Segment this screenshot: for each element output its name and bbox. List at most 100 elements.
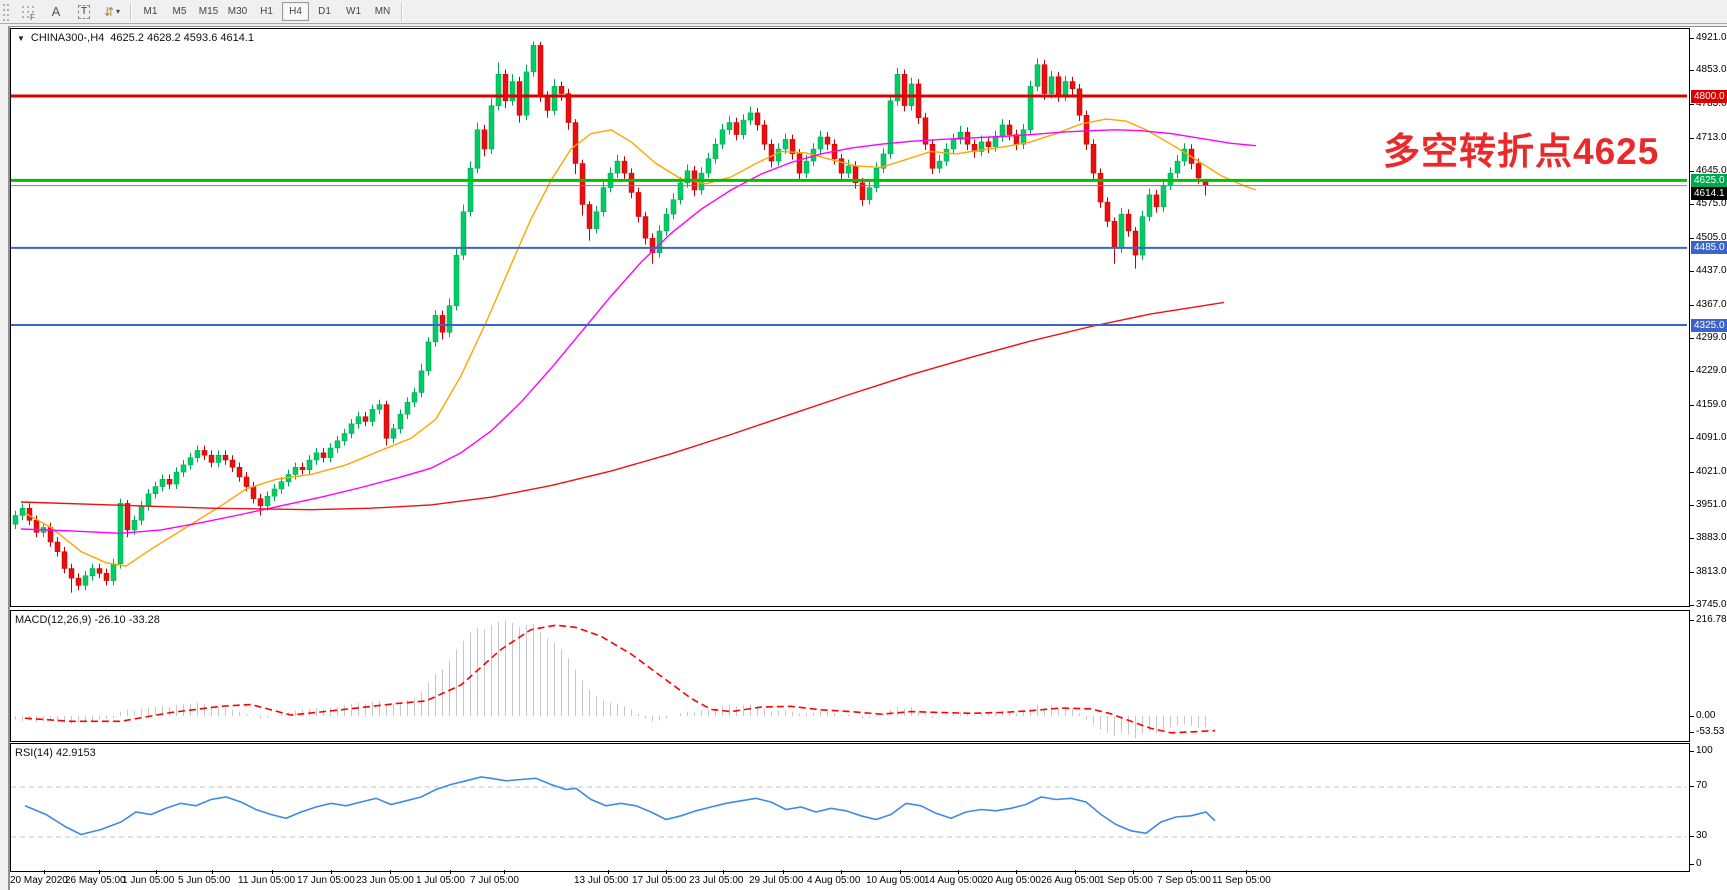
- price-tick-label: 4713.0: [1696, 131, 1727, 143]
- price-tick-mark: [1690, 37, 1694, 39]
- time-tick-label: 23 Jul 05:00: [689, 875, 744, 886]
- label-tool-button[interactable]: T: [71, 1, 97, 22]
- timeframe-M5[interactable]: M5: [172, 6, 187, 17]
- price-tick-label: 4921.0: [1696, 31, 1727, 43]
- price-tick-mark: [1690, 137, 1694, 139]
- price-tick-label: 3951.0: [1696, 499, 1727, 511]
- time-tick-mark: [1075, 870, 1076, 874]
- time-tick-label: 10 Aug 05:00: [866, 875, 925, 886]
- price-tick-mark: [1690, 716, 1694, 717]
- snap-grid-tool-button[interactable]: F: [15, 1, 41, 22]
- macd-label: MACD(12,26,9) -26.10 -33.28: [15, 614, 160, 626]
- time-tick-label: 26 May 05:00: [65, 875, 126, 886]
- ma-line-ma_fast[interactable]: [24, 118, 1257, 567]
- indicator-axis-label: 100: [1696, 745, 1713, 756]
- time-axis[interactable]: 20 May 2020 26 May 05:00 1 Jun 05:00 5 Jun …: [10, 870, 1690, 890]
- rsi-label: RSI(14) 42.9153: [15, 747, 96, 759]
- macd-signal-line: [24, 624, 1216, 734]
- timeframe-MN[interactable]: MN: [374, 6, 391, 17]
- time-tick-mark: [331, 870, 332, 874]
- price-tick-label: 4021.0: [1696, 465, 1727, 477]
- price-tick-mark: [1690, 337, 1694, 339]
- time-tick-label: 13 Jul 05:00: [574, 875, 629, 886]
- time-tick-mark: [1133, 870, 1134, 874]
- price-tick-mark: [1690, 786, 1694, 787]
- price-tick-label: 4575.0: [1696, 198, 1727, 210]
- timeframe-H1[interactable]: H1: [260, 6, 273, 17]
- price-badge-4800.0: 4800.0: [1691, 89, 1727, 103]
- timeframe-H4[interactable]: H4: [282, 2, 309, 21]
- time-tick-mark: [608, 870, 609, 874]
- price-badge-4625.0: 4625.0: [1691, 173, 1727, 187]
- time-tick-label: 23 Jun 05:00: [356, 875, 414, 886]
- price-badge-4485.0: 4485.0: [1691, 241, 1727, 255]
- macd-chart-canvas[interactable]: [11, 611, 1687, 739]
- price-tick-mark: [1690, 836, 1694, 837]
- price-tick-mark: [1690, 732, 1694, 733]
- price-tick-label: 4505.0: [1696, 232, 1727, 244]
- timeframe-group: M1 M5 M15 M30 H1 H4 D1 W1 MN: [136, 2, 397, 21]
- time-tick-mark: [156, 870, 157, 874]
- timeframe-M1[interactable]: M1: [143, 6, 158, 17]
- time-tick-label: 17 Jun 05:00: [297, 875, 355, 886]
- time-tick-mark: [1246, 870, 1247, 874]
- price-tick-mark: [1690, 304, 1694, 306]
- price-tick-mark: [1690, 405, 1694, 407]
- toolbar-separator: [130, 2, 132, 21]
- toolbar: F A T ⇵ ▾ M1 M5 M15 M30 H1 H4 D1 W1 MN: [0, 0, 1727, 24]
- chevron-down-icon: ▾: [116, 7, 121, 16]
- time-tick-mark: [1016, 870, 1017, 874]
- time-tick-mark: [450, 870, 451, 874]
- macd-histogram: [15, 620, 1206, 739]
- annotation-text[interactable]: 多空转折点4625: [1383, 131, 1660, 172]
- time-tick-label: 1 Jun 05:00: [122, 875, 175, 886]
- arrows-tool-button[interactable]: ⇵ ▾: [99, 1, 125, 22]
- macd-panel[interactable]: MACD(12,26,9) -26.10 -33.28: [10, 610, 1690, 742]
- time-tick-label: 29 Jul 05:00: [749, 875, 804, 886]
- toolbar-handle[interactable]: [2, 3, 12, 21]
- price-tick-label: 4437.0: [1696, 265, 1727, 277]
- rsi-chart-canvas[interactable]: [11, 744, 1687, 869]
- svg-text:F: F: [30, 13, 35, 20]
- time-tick-label: 20 May 2020: [10, 875, 68, 886]
- chart-ohlc-values: 4625.2 4628.2 4593.6 4614.1: [110, 32, 255, 44]
- timeframe-D1[interactable]: D1: [318, 6, 331, 17]
- ma-line-ma_mid[interactable]: [20, 129, 1257, 535]
- price-tick-mark: [1690, 538, 1694, 540]
- time-tick-label: 1 Jul 05:00: [416, 875, 465, 886]
- time-tick-mark: [99, 870, 100, 874]
- time-tick-mark: [666, 870, 667, 874]
- snap-grid-icon: F: [22, 5, 35, 20]
- indicator-axis-label: -53.53: [1696, 726, 1725, 737]
- price-tick-label: 4645.0: [1696, 164, 1727, 176]
- chart-dropdown-icon[interactable]: ▼: [17, 33, 25, 43]
- toolbar-separator: [401, 2, 403, 21]
- arrows-tool-icon: ⇵: [103, 4, 115, 19]
- time-tick-label: 26 Aug 05:00: [1041, 875, 1100, 886]
- timeframe-M30[interactable]: M30: [227, 6, 248, 17]
- moving-averages: [20, 118, 1257, 567]
- price-tick-mark: [1690, 104, 1694, 106]
- ma-line-ma_slow[interactable]: [20, 301, 1225, 511]
- time-tick-mark: [504, 870, 505, 874]
- chart-symbol-timeframe: CHINA300-,H4: [30, 32, 105, 44]
- timeframe-M15[interactable]: M15: [198, 6, 219, 17]
- price-axis[interactable]: 4921.0 4853.0 4783.0 4713.0 4645.0 4575.0 4505…: [1690, 28, 1727, 873]
- text-tool-button[interactable]: A: [43, 1, 69, 22]
- indicator-axis-label: 0.00: [1696, 710, 1716, 721]
- price-tick-label: 4853.0: [1696, 64, 1727, 76]
- price-tick-mark: [1690, 204, 1694, 206]
- text-tool-icon: A: [51, 4, 61, 19]
- price-tick-mark: [1690, 864, 1694, 865]
- price-tick-mark: [1690, 620, 1694, 621]
- candlestick-chart-canvas[interactable]: [11, 29, 1687, 604]
- rsi-line: [24, 776, 1216, 836]
- rsi-panel[interactable]: RSI(14) 42.9153: [10, 743, 1690, 872]
- main-chart-panel[interactable]: [10, 28, 1690, 607]
- price-tick-mark: [1690, 437, 1694, 439]
- timeframe-W1[interactable]: W1: [346, 6, 361, 17]
- price-tick-label: 3883.0: [1696, 532, 1727, 544]
- price-tick-mark: [1690, 604, 1694, 606]
- label-tool-icon: T: [77, 4, 91, 19]
